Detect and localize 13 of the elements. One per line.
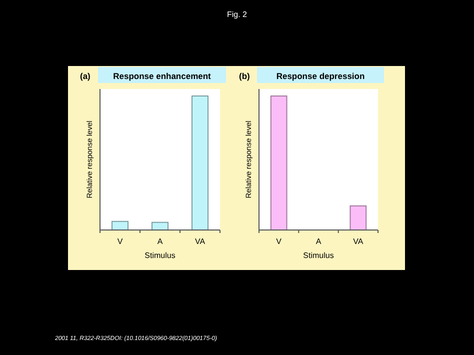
text: (a) xyxy=(80,71,91,81)
caption: Fig. 2 xyxy=(226,10,248,19)
x-tick-label: V xyxy=(117,237,124,246)
x-axis-title: Stimulus xyxy=(303,251,334,260)
x-tick-label: A xyxy=(157,237,164,246)
x-axis-title: Stimulus xyxy=(144,251,176,260)
x-tick-label: A xyxy=(316,237,322,246)
x-tick-label: VA xyxy=(194,237,206,246)
chart-title: Response enhancement xyxy=(113,71,212,81)
text: (b) xyxy=(239,71,250,81)
x-tick-label: VA xyxy=(353,237,364,246)
chart-title: Response depression xyxy=(276,71,365,81)
x-tick-label: V xyxy=(276,237,282,246)
